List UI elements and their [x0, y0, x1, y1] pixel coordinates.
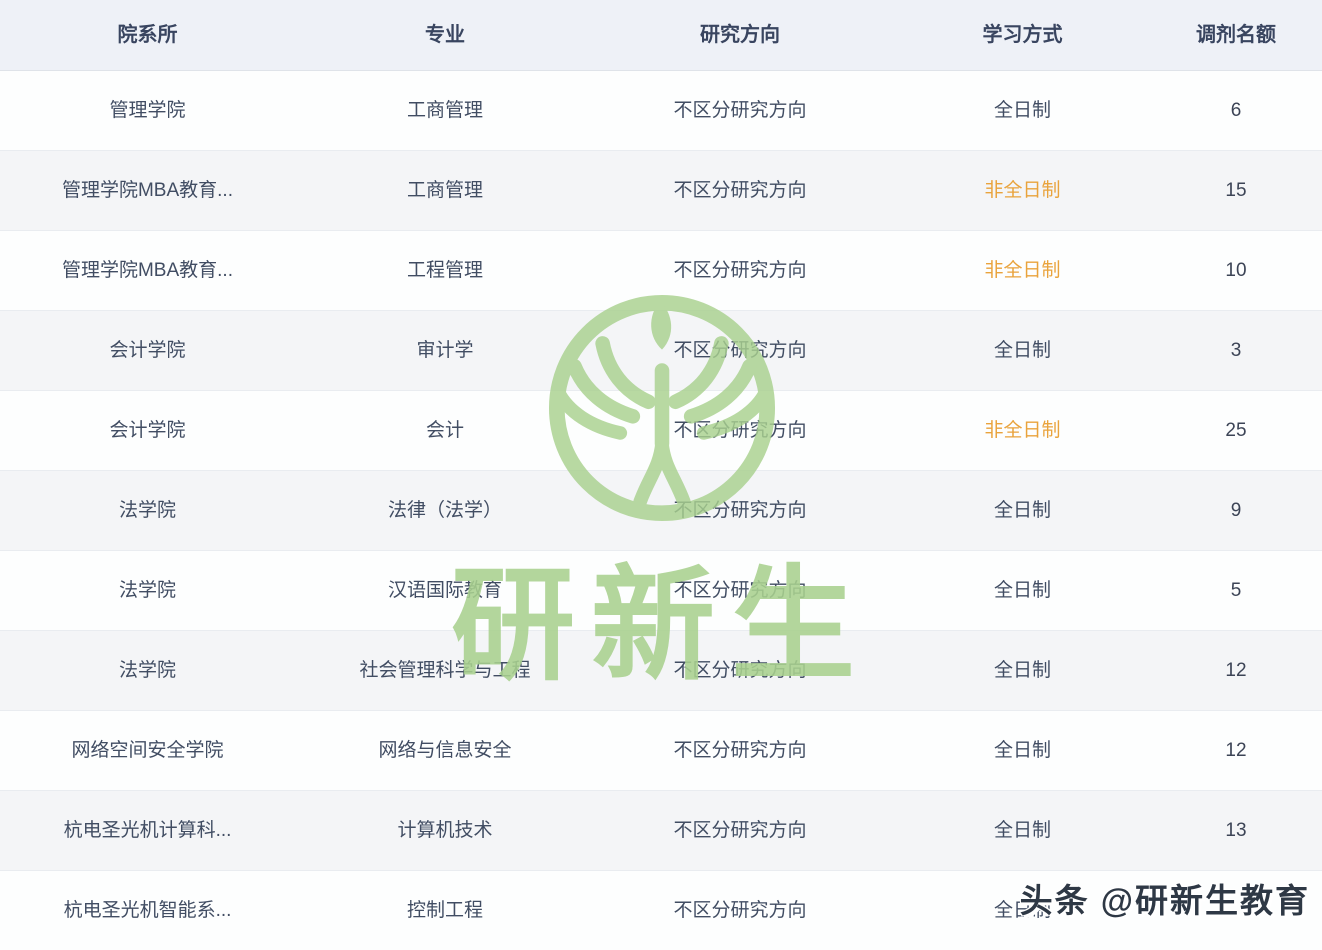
- column-header-major: 专业: [425, 23, 465, 46]
- direction-cell: 不区分研究方向: [673, 659, 807, 681]
- study-mode: 非全日制: [984, 179, 1061, 201]
- major-cell: 汉语国际教育: [387, 579, 502, 601]
- major-cell: 法律（法学）: [387, 499, 502, 521]
- study-mode: 全日制: [993, 99, 1051, 121]
- department-cell: 会计学院: [109, 339, 186, 361]
- major-cell: 网络与信息安全: [378, 739, 512, 761]
- column-header-department: 院系所: [117, 23, 178, 46]
- study-mode: 全日制: [993, 659, 1051, 681]
- direction-cell: 不区分研究方向: [673, 179, 807, 201]
- table-row: 法学院 法律（法学） 不区分研究方向 全日制 9: [0, 471, 1322, 551]
- direction-cell: 不区分研究方向: [673, 259, 807, 281]
- study-mode: 全日制: [993, 499, 1051, 521]
- department-cell: 法学院: [118, 579, 176, 601]
- major-cell: 工商管理: [406, 179, 483, 201]
- major-cell: 社会管理科学与工程: [359, 659, 531, 681]
- table-row: 会计学院 审计学 不区分研究方向 全日制 3: [0, 311, 1322, 391]
- quota-cell: 10: [1225, 259, 1247, 281]
- major-cell: 计算机技术: [397, 819, 493, 841]
- department-cell: 杭电圣光机智能系...: [63, 899, 232, 921]
- study-mode: 全日制: [993, 339, 1051, 361]
- quota-cell: 5: [1230, 579, 1242, 601]
- direction-cell: 不区分研究方向: [673, 899, 807, 921]
- quota-cell: 12: [1225, 739, 1247, 761]
- department-cell: 杭电圣光机计算科...: [63, 819, 232, 841]
- column-header-direction: 研究方向: [700, 23, 780, 46]
- major-cell: 控制工程: [406, 899, 483, 921]
- column-header-study-mode: 学习方式: [982, 23, 1063, 46]
- direction-cell: 不区分研究方向: [673, 819, 807, 841]
- department-cell: 法学院: [118, 499, 176, 521]
- department-cell: 法学院: [118, 659, 176, 681]
- direction-cell: 不区分研究方向: [673, 739, 807, 761]
- quota-cell: 9: [1230, 499, 1242, 521]
- quota-cell: 13: [1225, 819, 1247, 841]
- table-row: 管理学院 工商管理 不区分研究方向 全日制 6: [0, 71, 1322, 151]
- table-header-row: 院系所 专业 研究方向 学习方式 调剂名额: [0, 0, 1322, 71]
- department-cell: 管理学院: [109, 99, 186, 121]
- table-row: 会计学院 会计 不区分研究方向 非全日制 25: [0, 391, 1322, 471]
- study-mode: 非全日制: [984, 259, 1061, 281]
- department-cell: 会计学院: [109, 419, 186, 441]
- study-mode: 全日制: [993, 899, 1051, 921]
- direction-cell: 不区分研究方向: [673, 499, 807, 521]
- study-mode: 全日制: [993, 739, 1051, 761]
- table-row: 法学院 社会管理科学与工程 不区分研究方向 全日制 12: [0, 631, 1322, 711]
- major-cell: 审计学: [416, 339, 474, 361]
- table-row: 管理学院MBA教育... 工程管理 不区分研究方向 非全日制 10: [0, 231, 1322, 311]
- department-cell: 管理学院MBA教育...: [61, 259, 233, 281]
- table-row: 网络空间安全学院 网络与信息安全 不区分研究方向 全日制 12: [0, 711, 1322, 791]
- direction-cell: 不区分研究方向: [673, 339, 807, 361]
- major-cell: 工程管理: [406, 259, 483, 281]
- table-row: 管理学院MBA教育... 工商管理 不区分研究方向 非全日制 15: [0, 151, 1322, 231]
- quota-cell: 25: [1225, 419, 1247, 441]
- direction-cell: 不区分研究方向: [673, 579, 807, 601]
- direction-cell: 不区分研究方向: [673, 99, 807, 121]
- table-row: 杭电圣光机计算科... 计算机技术 不区分研究方向 全日制 13: [0, 791, 1322, 871]
- study-mode: 全日制: [993, 819, 1051, 841]
- department-cell: 网络空间安全学院: [71, 739, 224, 761]
- study-mode: 全日制: [993, 579, 1051, 601]
- department-cell: 管理学院MBA教育...: [61, 179, 233, 201]
- table-row: 法学院 汉语国际教育 不区分研究方向 全日制 5: [0, 551, 1322, 631]
- major-cell: 会计: [425, 419, 464, 441]
- study-mode: 非全日制: [984, 419, 1061, 441]
- direction-cell: 不区分研究方向: [673, 419, 807, 441]
- table-row: 杭电圣光机智能系... 控制工程 不区分研究方向 全日制: [0, 871, 1322, 950]
- quota-cell: 3: [1230, 339, 1242, 361]
- column-header-quota: 调剂名额: [1196, 23, 1276, 46]
- quota-cell: 15: [1225, 179, 1247, 201]
- quota-cell: 12: [1225, 659, 1247, 681]
- major-cell: 工商管理: [406, 99, 483, 121]
- quota-cell: 6: [1230, 99, 1242, 121]
